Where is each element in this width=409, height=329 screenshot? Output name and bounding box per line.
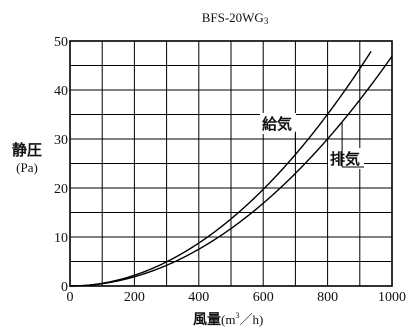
x-tick-label: 1000 xyxy=(378,290,406,305)
x-axis-label-main: 風量 xyxy=(193,312,221,328)
y-tick-label: 30 xyxy=(54,133,68,148)
y-axis-unit: (Pa) xyxy=(16,160,38,175)
series-label: 排気 xyxy=(330,150,360,168)
chart-title-main: BFS-20WG xyxy=(202,10,264,25)
y-tick-label: 10 xyxy=(54,231,68,246)
y-tick-labels: 0 10 20 30 40 50 xyxy=(54,35,68,295)
x-axis-unit-rest: ／h) xyxy=(239,312,263,327)
series-label-background xyxy=(328,148,364,169)
series-label: 給気 xyxy=(262,115,292,133)
series-line-2 xyxy=(69,55,393,287)
x-axis-label: 風量(m3／h) xyxy=(193,311,263,328)
y-tick-label: 50 xyxy=(54,35,68,50)
series-line-1 xyxy=(69,51,372,287)
x-tick-label: 0 xyxy=(67,290,74,305)
x-tick-label: 400 xyxy=(188,290,209,305)
x-tick-label: 600 xyxy=(253,290,274,305)
series-label-background xyxy=(260,113,296,134)
x-axis-unit-sup: 3 xyxy=(235,311,239,320)
plot-frame xyxy=(69,40,393,287)
y-tick-label: 0 xyxy=(61,280,68,295)
x-tick-label: 800 xyxy=(317,290,338,305)
chart-title-subscript: 3 xyxy=(264,16,269,26)
x-tick-label: 200 xyxy=(124,290,145,305)
chart-title: BFS-20WG3 xyxy=(202,10,269,26)
x-tick-labels: 0 200 400 600 800 1000 xyxy=(67,290,407,305)
x-axis-unit-open: (m xyxy=(221,312,235,327)
y-tick-label: 20 xyxy=(54,182,68,197)
y-axis-label: 静圧 xyxy=(12,141,42,159)
y-tick-label: 40 xyxy=(54,84,68,99)
